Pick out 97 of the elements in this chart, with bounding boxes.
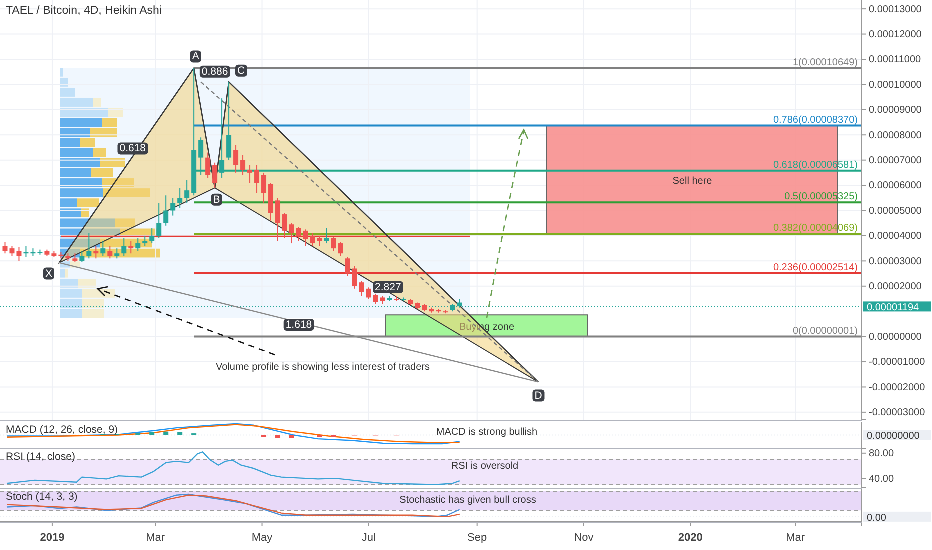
x-tick-label: 2020 [678, 532, 703, 544]
bar [65, 268, 68, 278]
bar [108, 108, 123, 118]
annotation: 0.886 [202, 66, 228, 78]
bar [93, 98, 101, 107]
candlestick [2, 242, 8, 254]
candlestick [114, 248, 120, 260]
annotation: Volume profile is showing less interest of traders [216, 362, 430, 373]
ref-line-label: 1(0.00010649) [792, 57, 858, 68]
annotation: MACD is strong bullish [436, 427, 538, 438]
ref-line-label: 0.00001194 [867, 302, 920, 314]
annotation: Stochastic has given bull cross [400, 495, 536, 506]
candlestick [226, 82, 232, 161]
annotation: X [45, 268, 52, 280]
band-label: Sell here [672, 176, 713, 188]
y-tick-label: -0.00003000 [869, 408, 926, 419]
annotation: 0.618 [120, 142, 146, 155]
y-tick-label: 0.00000000 [869, 332, 922, 344]
candlestick [276, 198, 281, 242]
candlestick [296, 226, 302, 242]
candlestick [184, 180, 190, 204]
y-tick-label: 0.00010000 [869, 80, 922, 91]
ref-line-label: 0.786(0.00008370) [773, 114, 858, 126]
ref-line-label: 0.236(0.00002514) [773, 262, 858, 274]
candlestick [324, 228, 330, 244]
candlestick [289, 222, 294, 244]
annotation: 1.618 [286, 318, 312, 331]
candlestick [282, 212, 288, 239]
y-tick-label: 0.00005000 [869, 206, 922, 217]
annotation: 2.827 [375, 281, 402, 294]
candlestick [352, 266, 358, 290]
x-tick-label: Jul [362, 532, 376, 544]
candlestick [206, 152, 211, 178]
candlestick [142, 235, 148, 247]
chart-title: MACD (12, 26, close, 9) [6, 424, 118, 436]
candlestick [136, 238, 141, 252]
candlestick [198, 137, 204, 176]
candlestick [150, 228, 155, 244]
y-tick-label: -0.00002000 [869, 382, 926, 394]
y-tick-label: 0.00002000 [869, 282, 922, 293]
x-tick-label: Nov [574, 532, 594, 544]
chart-title: RSI (14, close) [6, 451, 76, 463]
candlestick [359, 280, 364, 297]
candlestick [108, 246, 113, 260]
x-tick-label: Mar [146, 532, 166, 544]
candlestick [94, 246, 99, 260]
y-tick-label: -0.00001000 [869, 357, 926, 368]
ref-line-label: 0.00 [867, 512, 887, 524]
candlestick [373, 293, 378, 305]
candlestick [128, 240, 134, 254]
candlestick [303, 229, 308, 247]
x-tick-label: May [252, 532, 274, 544]
candlestick [80, 250, 85, 263]
candlestick [86, 232, 92, 260]
candlestick [248, 164, 253, 184]
x-tick-label: 2019 [40, 532, 65, 544]
candlestick [100, 240, 106, 257]
candlestick [122, 238, 127, 257]
candlestick [366, 287, 372, 300]
candlestick [345, 256, 350, 277]
candlestick [156, 202, 162, 239]
y-tick-label: 0.00007000 [869, 156, 922, 167]
candlestick [262, 172, 267, 204]
y-tick-label: 0.00011000 [869, 54, 922, 66]
annotation: RSI is oversold [451, 461, 519, 472]
y-tick-label: 80.00 [869, 448, 894, 460]
candlestick [234, 144, 239, 174]
candlestick [212, 162, 218, 189]
candlestick [10, 246, 15, 257]
annotation: D [534, 390, 543, 402]
ref-line-label: 0(0.00000001) [792, 326, 858, 337]
y-tick-label: 0.00009000 [869, 105, 922, 116]
y-tick-label: 0.00003000 [869, 256, 922, 268]
candlestick [16, 246, 22, 262]
candlestick [310, 232, 316, 247]
candlestick [170, 198, 176, 216]
chart-title: TAEL / Bitcoin, 4D, Heikin Ashi [6, 5, 162, 17]
annotation: B [213, 194, 220, 206]
chart-title: Stoch (14, 3, 3) [6, 491, 78, 503]
y-tick-label: 0.00006000 [869, 180, 922, 192]
annotation: A [192, 50, 200, 63]
y-tick-label: 0.00004000 [869, 231, 922, 242]
y-tick-label: 0.00013000 [869, 4, 922, 16]
y-tick-label: 40.00 [869, 474, 894, 485]
annotation: C [237, 64, 246, 77]
x-tick-label: Mar [786, 532, 806, 544]
candlestick [254, 164, 260, 194]
candlestick [331, 236, 336, 252]
candlestick [220, 98, 225, 178]
candlestick [317, 235, 322, 247]
x-tick-label: Sep [468, 532, 488, 544]
y-tick-label: 0.00012000 [869, 29, 922, 40]
candlestick [240, 154, 246, 176]
candlestick [338, 242, 344, 257]
candlestick [164, 195, 169, 226]
y-tick-label: 0.00008000 [869, 130, 922, 142]
candlestick [178, 188, 183, 209]
